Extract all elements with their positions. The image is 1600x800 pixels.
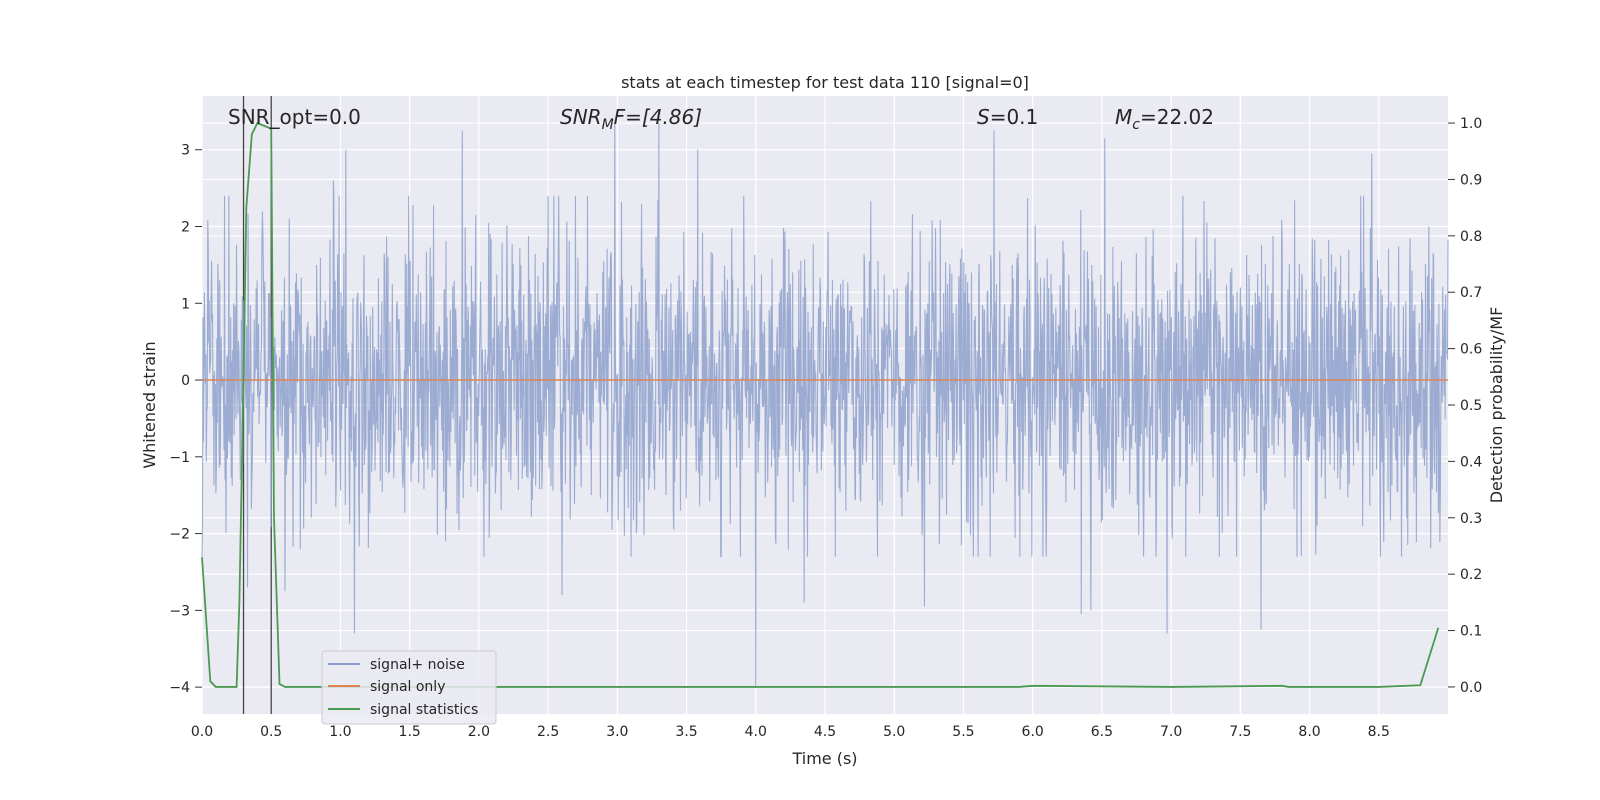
y2-tick-label: 0.1: [1460, 624, 1482, 640]
ticks-layer: 0.0 0.5 1.0 1.5 2.0 2.5 3.0 3.5 4.0 4.5 5.0 5.5 6.0 6…: [169, 116, 1482, 740]
y-tick-label: 0: [181, 373, 190, 389]
annotation-s-rest: =0.1: [990, 105, 1039, 129]
y-tick-label: −3: [169, 603, 190, 619]
y2-tick-label: 0.7: [1460, 285, 1482, 301]
y2-axis-label: Detection probability/MF: [1487, 307, 1506, 504]
signal-statistics-line: [201, 121, 1440, 688]
x-tick-label: 6.5: [1091, 724, 1113, 740]
signal-statistics-series: [201, 121, 1440, 688]
y-tick-label: 3: [181, 143, 190, 159]
legend: signal+ noise signal only signal statist…: [321, 650, 497, 725]
x-tick-label: 0.5: [260, 724, 282, 740]
annotation-snr-mf: SNRMF=[4.86]: [560, 105, 702, 133]
y-tick-label: −2: [169, 527, 190, 543]
annotation-snr-mf-base: SNR: [560, 105, 602, 129]
x-tick-label: 4.0: [745, 724, 767, 740]
y-tick-label: −4: [169, 680, 190, 696]
annotation-snr-mf-rest: F=[4.86]: [614, 105, 702, 129]
x-tick-label: 1.5: [399, 724, 421, 740]
signal-noise-line: [201, 122, 1449, 688]
x-axis-label: Time (s): [791, 749, 857, 768]
annotation-mc: Mc=22.02: [1115, 105, 1214, 133]
annotation-snr-mf-sub: M: [602, 117, 614, 133]
x-tick-label: 7.5: [1229, 724, 1251, 740]
y2-tick-label: 0.2: [1460, 567, 1482, 583]
annotation-mc-rest: =22.02: [1140, 105, 1214, 129]
legend-label-signal-noise: signal+ noise: [370, 657, 465, 673]
y2-tick-label: 1.0: [1460, 116, 1482, 132]
annotation-s-var: S: [977, 105, 990, 129]
x-tick-label: 4.5: [814, 724, 836, 740]
y-tick-label: −1: [169, 450, 190, 466]
y2-tick-label: 0.6: [1460, 342, 1482, 358]
annotation-mc-var: M: [1115, 105, 1132, 129]
y-axis-label: Whitened strain: [140, 341, 159, 468]
x-tick-label: 3.0: [606, 724, 628, 740]
x-tick-label: 2.5: [537, 724, 559, 740]
y2-tick-label: 0.8: [1460, 229, 1482, 245]
y-tick-label: 2: [181, 220, 190, 236]
x-tick-label: 8.5: [1368, 724, 1390, 740]
legend-label-signal-only: signal only: [370, 679, 445, 695]
legend-label-signal-statistics: signal statistics: [370, 702, 478, 718]
x-tick-label: 5.5: [952, 724, 974, 740]
annotation-snr-opt: SNR_opt=0.0: [228, 105, 361, 129]
y2-tick-label: 0.4: [1460, 454, 1482, 470]
x-tick-label: 2.0: [468, 724, 490, 740]
x-tick-label: 5.0: [883, 724, 905, 740]
x-tick-label: 0.0: [191, 724, 213, 740]
y2-tick-label: 0.9: [1460, 172, 1482, 188]
y2-tick-label: 0.0: [1460, 680, 1482, 696]
x-tick-label: 7.0: [1160, 724, 1182, 740]
x-tick-label: 6.0: [1022, 724, 1044, 740]
y2-tick-label: 0.3: [1460, 511, 1482, 527]
x-tick-label: 3.5: [675, 724, 697, 740]
noise-series: [201, 122, 1449, 688]
legend-box: [321, 650, 497, 725]
y2-tick-label: 0.5: [1460, 398, 1482, 414]
chart-title: stats at each timestep for test data 110…: [621, 73, 1029, 92]
annotation-mc-sub: c: [1132, 117, 1140, 133]
annotation-s: S=0.1: [977, 105, 1038, 129]
y-tick-label: 1: [181, 296, 190, 312]
x-tick-label: 1.0: [329, 724, 351, 740]
x-tick-label: 8.0: [1298, 724, 1320, 740]
